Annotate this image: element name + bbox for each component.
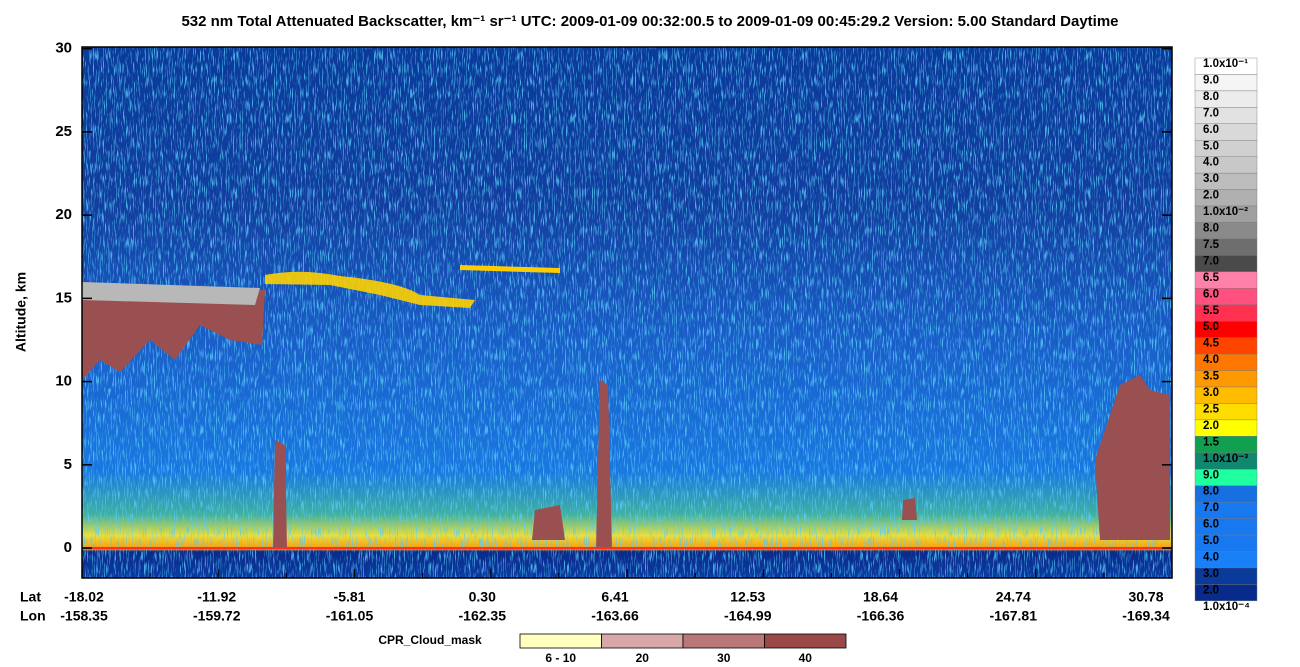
colorbar-label: 7.5 [1203,239,1220,251]
colorbar-label: 1.0x10⁻¹ [1203,58,1248,70]
colorbar-label: 3.0 [1203,568,1219,580]
colorbar-label: 6.0 [1203,519,1219,531]
lat-label: 18.64 [863,589,898,605]
colorbar-label: 5.0 [1203,140,1219,152]
colorbar-label: 5.5 [1203,305,1220,317]
lat-label: -18.02 [64,589,104,605]
lon-label: -161.05 [326,608,374,624]
cloud-mask-swatch [682,633,765,649]
lat-label: 0.30 [469,589,496,605]
colorbar-label: 5.0 [1203,321,1219,333]
y-tick-label: 30 [55,40,72,57]
cloud-mask-title: CPR_Cloud_mask [378,633,482,647]
lat-label: -11.92 [197,589,236,605]
x-row-label: Lon [20,608,46,624]
lat-label: 24.74 [996,589,1031,605]
y-tick-label: 25 [55,123,72,140]
lon-label: -166.36 [857,608,905,624]
x-row-label: Lat [20,589,41,605]
lon-label: -163.66 [591,608,639,624]
lon-label: -158.35 [60,608,108,624]
y-tick-label: 0 [64,539,72,556]
colorbar-label: 8.0 [1203,91,1219,103]
cloud-mask-label: 40 [799,651,813,665]
lat-label: 30.78 [1128,589,1163,605]
colorbar-label: 8.0 [1203,223,1219,235]
colorbar-label: 4.5 [1203,338,1220,350]
lon-label: -162.35 [459,608,507,624]
colorbar-label: 8.0 [1203,486,1219,498]
cloud-mask-label: 20 [636,651,650,665]
lon-label: -164.99 [724,608,772,624]
colorbar-label: 2.0 [1203,420,1219,432]
colorbar-label: 9.0 [1203,469,1219,481]
colorbar-label: 4.0 [1203,552,1219,564]
curtain-image [82,47,1172,578]
colorbar-label: 4.0 [1203,157,1219,169]
colorbar-label: 1.0x10⁻³ [1203,453,1248,465]
colorbar-label: 3.0 [1203,387,1219,399]
colorbar-swatch [1194,584,1258,602]
y-tick-label: 20 [55,206,72,223]
colorbar-label: 2.0 [1203,584,1219,596]
colorbar-label: 1.5 [1203,436,1220,448]
colorbar-label: 2.0 [1203,190,1219,202]
colorbar-label: 4.0 [1203,354,1219,366]
colorbar-label: 5.0 [1203,535,1219,547]
colorbar-label: 6.0 [1203,124,1219,136]
y-tick-label: 5 [64,456,72,473]
lon-label: -169.34 [1122,608,1170,624]
colorbar-label: 1.0x10⁻⁴ [1203,601,1250,613]
cloud-mask-swatch [764,633,847,649]
lat-label: -5.81 [334,589,366,605]
colorbar-label: 3.0 [1203,173,1219,185]
colorbar-label: 7.0 [1203,107,1219,119]
colorbar-label: 6.5 [1203,272,1220,284]
colorbar-label: 3.5 [1203,371,1220,383]
cloud-mask-label: 6 - 10 [545,651,576,665]
colorbar-label: 7.0 [1203,255,1219,267]
y-tick-label: 10 [55,373,72,390]
cloud-mask-swatch [601,633,684,649]
colorbar-label: 6.0 [1203,288,1219,300]
y-tick-label: 15 [55,289,72,306]
lat-label: 6.41 [601,589,628,605]
cloud-mask-swatch [519,633,602,649]
lat-label: 12.53 [730,589,765,605]
colorbar-label: 7.0 [1203,502,1219,514]
cloud-mask-label: 30 [717,651,731,665]
lon-label: -167.81 [990,608,1038,624]
chart-title: 532 nm Total Attenuated Backscatter, km⁻… [181,13,1118,30]
y-axis-label: Altitude, km [13,272,29,352]
colorbar-label: 2.5 [1203,403,1220,415]
colorbar-label: 9.0 [1203,74,1219,86]
colorbar-label: 1.0x10⁻² [1203,206,1248,218]
lon-label: -159.72 [193,608,241,624]
